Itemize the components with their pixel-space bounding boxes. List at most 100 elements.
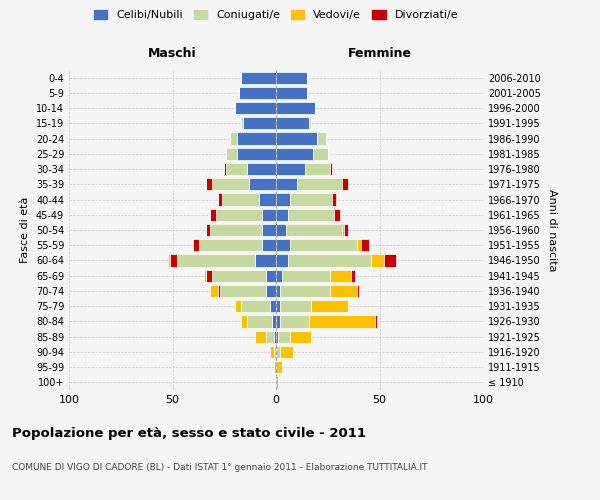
Bar: [276, 254, 289, 266]
Bar: [239, 87, 276, 99]
Bar: [176, 254, 256, 266]
Bar: [241, 316, 247, 328]
Bar: [216, 208, 262, 221]
Bar: [241, 117, 243, 130]
Bar: [236, 148, 276, 160]
Bar: [274, 346, 276, 358]
Bar: [289, 254, 371, 266]
Bar: [270, 300, 276, 312]
Bar: [236, 132, 276, 144]
Bar: [280, 346, 293, 358]
Bar: [249, 178, 276, 190]
Bar: [290, 239, 357, 252]
Bar: [376, 316, 377, 328]
Bar: [276, 330, 278, 343]
Bar: [266, 330, 274, 343]
Bar: [235, 300, 241, 312]
Bar: [371, 254, 383, 266]
Bar: [309, 316, 376, 328]
Bar: [361, 239, 369, 252]
Bar: [276, 361, 282, 373]
Bar: [220, 285, 266, 297]
Bar: [203, 270, 206, 282]
Bar: [199, 239, 262, 252]
Bar: [286, 224, 342, 236]
Bar: [330, 285, 357, 297]
Bar: [193, 239, 199, 252]
Bar: [342, 224, 344, 236]
Bar: [226, 148, 236, 160]
Bar: [350, 270, 355, 282]
Bar: [282, 270, 330, 282]
Bar: [270, 346, 274, 358]
Bar: [276, 148, 313, 160]
Bar: [280, 316, 309, 328]
Text: Popolazione per età, sesso e stato civile - 2011: Popolazione per età, sesso e stato civil…: [12, 428, 366, 440]
Bar: [256, 330, 266, 343]
Bar: [313, 148, 328, 160]
Bar: [276, 224, 286, 236]
Bar: [330, 270, 350, 282]
Bar: [226, 163, 247, 175]
Bar: [210, 285, 218, 297]
Bar: [276, 285, 280, 297]
Bar: [212, 178, 249, 190]
Bar: [317, 132, 326, 144]
Text: Maschi: Maschi: [148, 47, 197, 60]
Bar: [169, 254, 170, 266]
Bar: [289, 208, 334, 221]
Bar: [259, 194, 276, 205]
Bar: [276, 316, 280, 328]
Bar: [276, 376, 278, 388]
Bar: [290, 194, 332, 205]
Bar: [224, 163, 226, 175]
Text: COMUNE DI VIGO DI CADORE (BL) - Dati ISTAT 1° gennaio 2011 - Elaborazione TUTTIT: COMUNE DI VIGO DI CADORE (BL) - Dati IST…: [12, 462, 427, 471]
Bar: [332, 194, 336, 205]
Bar: [280, 285, 330, 297]
Bar: [276, 102, 316, 114]
Bar: [276, 163, 305, 175]
Bar: [276, 239, 290, 252]
Text: Femmine: Femmine: [347, 47, 412, 60]
Legend: Celibi/Nubili, Coniugati/e, Vedovi/e, Divorziati/e: Celibi/Nubili, Coniugati/e, Vedovi/e, Di…: [89, 6, 463, 25]
Bar: [210, 224, 262, 236]
Bar: [266, 270, 276, 282]
Bar: [206, 178, 212, 190]
Bar: [210, 208, 216, 221]
Bar: [305, 163, 330, 175]
Bar: [241, 300, 270, 312]
Bar: [218, 194, 222, 205]
Bar: [357, 239, 361, 252]
Bar: [276, 87, 307, 99]
Bar: [230, 132, 236, 144]
Bar: [276, 117, 309, 130]
Bar: [212, 270, 266, 282]
Bar: [218, 285, 220, 297]
Bar: [276, 208, 289, 221]
Bar: [235, 102, 276, 114]
Bar: [206, 224, 210, 236]
Bar: [256, 254, 276, 266]
Bar: [266, 285, 276, 297]
Y-axis label: Anni di nascita: Anni di nascita: [547, 188, 557, 271]
Bar: [280, 300, 311, 312]
Bar: [262, 208, 276, 221]
Bar: [309, 117, 311, 130]
Bar: [344, 224, 349, 236]
Bar: [262, 239, 276, 252]
Bar: [330, 163, 332, 175]
Bar: [383, 254, 396, 266]
Bar: [311, 300, 349, 312]
Bar: [290, 330, 311, 343]
Bar: [170, 254, 176, 266]
Bar: [262, 224, 276, 236]
Bar: [296, 178, 342, 190]
Bar: [342, 178, 349, 190]
Bar: [357, 285, 359, 297]
Bar: [243, 117, 276, 130]
Y-axis label: Fasce di età: Fasce di età: [20, 197, 30, 263]
Bar: [276, 194, 290, 205]
Bar: [247, 163, 276, 175]
Bar: [276, 72, 307, 84]
Bar: [247, 316, 272, 328]
